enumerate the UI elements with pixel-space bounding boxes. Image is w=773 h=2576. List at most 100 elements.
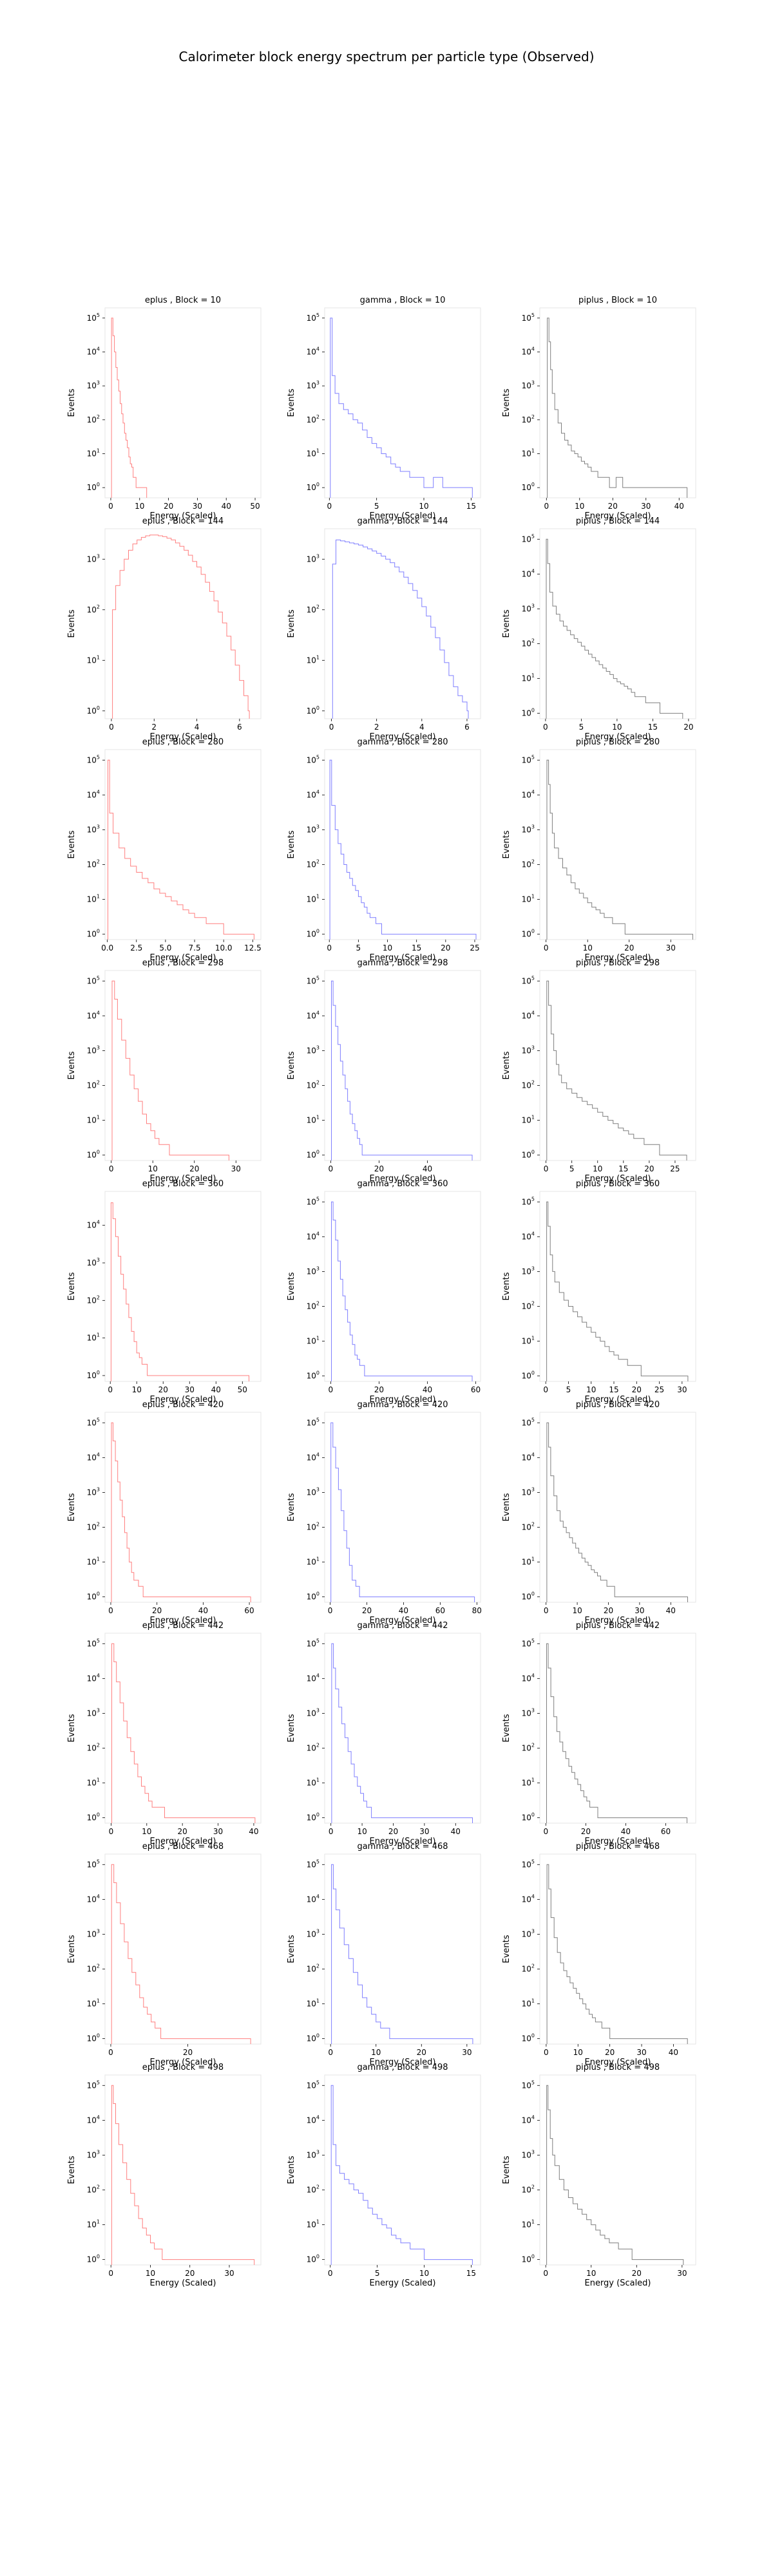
y-tick-label: 101	[307, 2219, 320, 2230]
x-tick-label: 15	[609, 1385, 618, 1394]
panel-title: eplus , Block = 420	[142, 1400, 224, 1410]
x-tick-label: 20	[185, 2269, 195, 2278]
histogram-series	[108, 759, 254, 940]
y-tick-label: 105	[87, 312, 100, 323]
y-tick-label: 102	[87, 1742, 100, 1752]
x-tick-label: 40	[451, 1827, 461, 1836]
x-axis-label: Energy (Scaled)	[149, 2278, 216, 2288]
y-tick-label: 101	[522, 1557, 535, 1567]
y-tick-label: 104	[522, 346, 535, 357]
y-tick-label: 101	[307, 1998, 320, 2009]
panel-title: piplus , Block = 298	[576, 958, 660, 968]
x-tick-label: 20	[374, 1164, 384, 1173]
y-tick-label: 100	[522, 2254, 535, 2264]
y-tick-label: 100	[87, 482, 100, 492]
x-tick-label: 20	[683, 723, 693, 732]
x-tick-label: 20	[441, 943, 450, 952]
y-tick-label: 102	[522, 2184, 535, 2194]
y-tick-label: 100	[87, 929, 100, 939]
x-tick-label: 20	[183, 2048, 193, 2057]
plot-frame	[104, 749, 262, 940]
plot-frame	[104, 1412, 262, 1603]
panel-piplus-block-144: piplus , Block = 144 0 5 10 15 20 100 101 102 103…	[502, 516, 696, 742]
y-tick-label: 105	[307, 1859, 320, 1869]
x-tick-label: 12.5	[244, 943, 262, 952]
y-tick-label: 101	[87, 1115, 100, 1125]
y-tick-label: 100	[522, 1370, 535, 1381]
y-tick-label: 100	[87, 2254, 100, 2264]
histogram-series	[331, 980, 473, 1160]
y-tick-label: 100	[307, 1150, 320, 1160]
y-tick-label: 104	[307, 789, 320, 799]
x-axis-label: Energy (Scaled)	[149, 1837, 216, 1846]
y-tick-label: 105	[87, 2079, 100, 2090]
y-tick-label: 105	[87, 1859, 100, 1869]
y-tick-label: 103	[87, 380, 100, 390]
x-tick-label: 0	[108, 2269, 113, 2278]
histogram-series	[331, 1864, 473, 2044]
y-tick-label: 103	[87, 2149, 100, 2159]
y-tick-label: 104	[87, 1672, 100, 1683]
y-tick-label: 104	[307, 1452, 320, 1462]
plot-frame	[104, 528, 262, 719]
x-tick-label: 0	[544, 1606, 549, 1615]
plot-frame	[324, 528, 481, 719]
x-tick-label: 40	[674, 502, 684, 511]
histogram-series	[546, 1864, 688, 2044]
y-tick-label: 104	[522, 789, 535, 799]
x-tick-label: 20	[178, 1827, 187, 1836]
x-tick-label: 25	[654, 1385, 664, 1394]
y-tick-label: 105	[87, 1417, 100, 1427]
panel-gamma-block-442: gamma , Block = 442 0 10 20 30 40 100 101 102 103…	[287, 1621, 481, 1846]
x-tick-label: 30	[213, 1827, 223, 1836]
panel-title: gamma , Block = 442	[357, 1621, 448, 1631]
panel-title: eplus , Block = 280	[142, 737, 224, 747]
x-tick-label: 40	[249, 1827, 258, 1836]
x-tick-label: 5	[375, 2269, 380, 2278]
y-tick-label: 100	[87, 705, 100, 715]
panel-title: eplus , Block = 298	[142, 958, 224, 968]
plot-frame	[324, 1412, 481, 1603]
panel-title: piplus , Block = 280	[576, 737, 660, 747]
x-axis-label: Energy (Scaled)	[369, 1837, 435, 1846]
histogram-series	[546, 759, 693, 940]
y-tick-label: 102	[87, 1294, 100, 1305]
y-tick-label: 102	[87, 858, 100, 869]
x-tick-label: 10	[575, 502, 584, 511]
x-axis-label: Energy (Scaled)	[584, 953, 651, 963]
y-tick-label: 104	[87, 1220, 100, 1230]
histogram-series	[110, 1202, 249, 1381]
y-tick-label: 100	[307, 1591, 320, 1602]
panel-gamma-block-420: gamma , Block = 420 0 20 40 60 80 100 101 102 103…	[287, 1400, 482, 1625]
y-tick-label: 100	[307, 1812, 320, 1823]
histogram-series	[546, 1422, 688, 1602]
panel-title: gamma , Block = 498	[357, 2063, 448, 2072]
x-axis-label: Energy (Scaled)	[149, 1395, 216, 1405]
y-tick-label: 101	[307, 1557, 320, 1567]
x-tick-label: 0	[328, 2269, 333, 2278]
y-tick-label: 105	[522, 312, 535, 323]
y-axis-label: Events	[502, 2155, 511, 2184]
plot-frame	[104, 1191, 262, 1382]
histogram-series	[547, 317, 688, 498]
plot-frame	[324, 2074, 481, 2266]
panel-title: eplus , Block = 144	[142, 516, 224, 526]
x-axis-label: Energy (Scaled)	[369, 1174, 435, 1184]
histogram-series	[332, 539, 469, 719]
x-tick-label: 0	[328, 1606, 333, 1615]
y-tick-label: 100	[87, 1812, 100, 1823]
y-axis-label: Events	[502, 830, 511, 858]
y-tick-label: 104	[87, 2114, 100, 2125]
panel-title: eplus , Block = 360	[142, 1179, 224, 1189]
x-axis-label: Energy (Scaled)	[369, 1616, 435, 1625]
x-tick-label: 2	[374, 723, 379, 732]
y-tick-label: 105	[307, 2079, 320, 2090]
y-tick-label: 100	[87, 1370, 100, 1380]
y-tick-label: 101	[307, 1777, 320, 1788]
y-tick-label: 105	[522, 1196, 535, 1206]
plot-frame	[324, 307, 481, 498]
y-tick-label: 105	[522, 2079, 535, 2090]
y-axis-label: Events	[287, 1272, 296, 1300]
panel-title: eplus , Block = 10	[145, 296, 221, 305]
